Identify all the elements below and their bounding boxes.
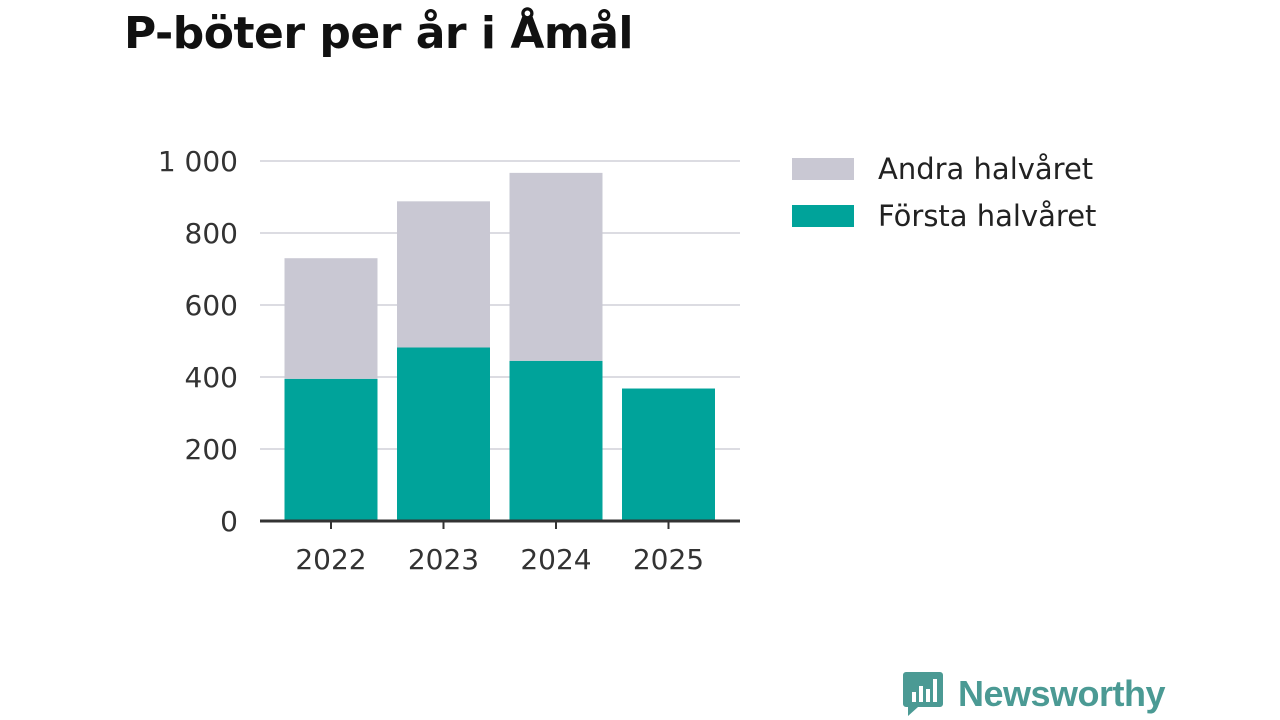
bar-chart-speech-bubble-icon — [903, 672, 943, 716]
bars — [284, 172, 715, 521]
y-tick-label: 0 — [220, 505, 238, 538]
y-tick-label: 800 — [185, 217, 238, 250]
bar-2025-forsta — [622, 388, 715, 521]
legend-swatch — [792, 205, 854, 227]
bar-2024-forsta — [509, 360, 603, 521]
brand-name: Newsworthy — [958, 673, 1166, 714]
bar-2024-andra — [509, 172, 603, 361]
x-tick-label: 2022 — [295, 543, 366, 576]
chart-title: P-böter per år i Åmål — [124, 8, 634, 59]
newsworthy-logo: Newsworthy — [902, 670, 1166, 718]
bar-2023-andra — [397, 201, 490, 348]
y-tick-label: 400 — [185, 361, 238, 394]
bar-2023-forsta — [397, 347, 490, 521]
y-tick-label: 200 — [185, 433, 238, 466]
bar-2022-andra — [284, 258, 378, 379]
x-tick-label: 2024 — [520, 543, 591, 576]
legend-label: Första halvåret — [878, 199, 1096, 233]
legend-label: Andra halvåret — [878, 152, 1093, 186]
legend: Andra halvåret Första halvåret — [792, 152, 1096, 233]
x-tick-label: 2025 — [633, 543, 704, 576]
y-tick-label: 600 — [185, 289, 238, 322]
axes: 0 200 400 600 800 1 000 2022 2023 2024 2025 — [158, 145, 740, 576]
legend-swatch — [792, 158, 854, 180]
x-tick-label: 2023 — [408, 543, 479, 576]
y-tick-label: 1 000 — [158, 145, 238, 178]
bar-2022-forsta — [284, 378, 378, 521]
